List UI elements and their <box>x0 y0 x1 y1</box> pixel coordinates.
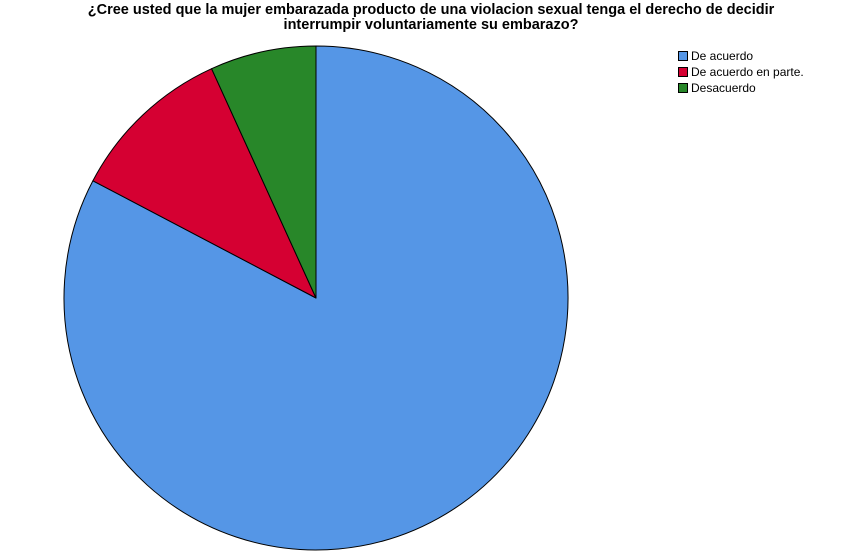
pie-slice-desacuerdo <box>211 45 317 299</box>
pie-slice-de-acuerdo-en-parte <box>92 68 317 299</box>
legend-swatch-desacuerdo <box>678 83 688 93</box>
legend-item-desacuerdo: Desacuerdo <box>678 80 804 96</box>
legend: De acuerdo De acuerdo en parte. Desacuer… <box>678 48 804 96</box>
legend-label-de-acuerdo-en-parte: De acuerdo en parte. <box>691 65 804 79</box>
legend-item-de-acuerdo-en-parte: De acuerdo en parte. <box>678 64 804 80</box>
legend-label-de-acuerdo: De acuerdo <box>691 49 754 63</box>
chart-title-line-1: ¿Cree usted que la mujer embarazada prod… <box>87 2 775 18</box>
chart-title-line-2: interrumpir voluntariamente su embarazo? <box>283 17 579 33</box>
legend-swatch-de-acuerdo <box>678 51 688 61</box>
legend-item-de-acuerdo: De acuerdo <box>678 48 804 64</box>
legend-label-desacuerdo: Desacuerdo <box>691 81 756 95</box>
chart-title: ¿Cree usted que la mujer embarazada prod… <box>0 3 862 33</box>
legend-swatch-de-acuerdo-en-parte <box>678 67 688 77</box>
